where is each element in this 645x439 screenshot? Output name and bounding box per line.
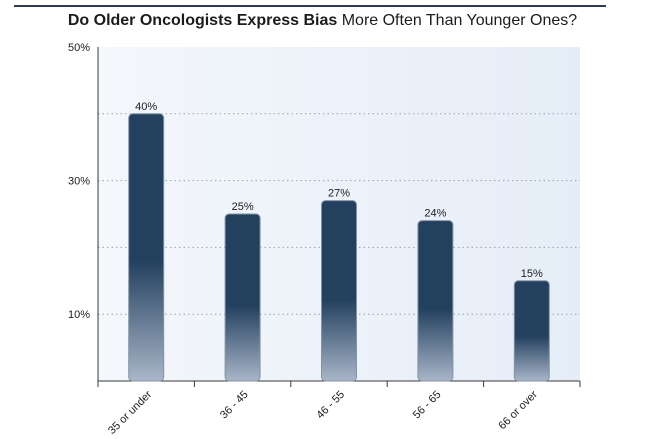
y-tick-label: 30% <box>68 176 90 188</box>
data-label: 25% <box>232 201 254 213</box>
x-tick-label: 36 - 45 <box>218 389 251 422</box>
grid-lines <box>98 113 580 315</box>
chart-title: Do Older Oncologists Express Bias More O… <box>0 12 645 30</box>
data-label: 40% <box>135 101 157 113</box>
y-tick-label: 10% <box>68 309 90 321</box>
chart-title-rest: More Often Than Younger Ones? <box>337 12 578 29</box>
bar <box>513 280 550 382</box>
y-tick-label: 50% <box>68 42 90 54</box>
bar <box>321 200 357 382</box>
chart-title-bold: Do Older Oncologists Express Bias <box>67 12 338 29</box>
bar <box>224 213 261 382</box>
data-label: 15% <box>521 268 543 280</box>
data-label: 24% <box>424 208 446 220</box>
x-tick-label: 46 - 55 <box>314 389 347 422</box>
top-rule <box>14 5 606 7</box>
bar <box>128 113 165 382</box>
x-tick-label: 56 - 65 <box>411 389 444 422</box>
x-tick-label: 35 or under <box>106 388 155 437</box>
bars <box>128 113 550 382</box>
data-label: 27% <box>328 188 350 200</box>
x-tick-label: 66 or over <box>496 388 540 432</box>
bar <box>417 220 454 382</box>
